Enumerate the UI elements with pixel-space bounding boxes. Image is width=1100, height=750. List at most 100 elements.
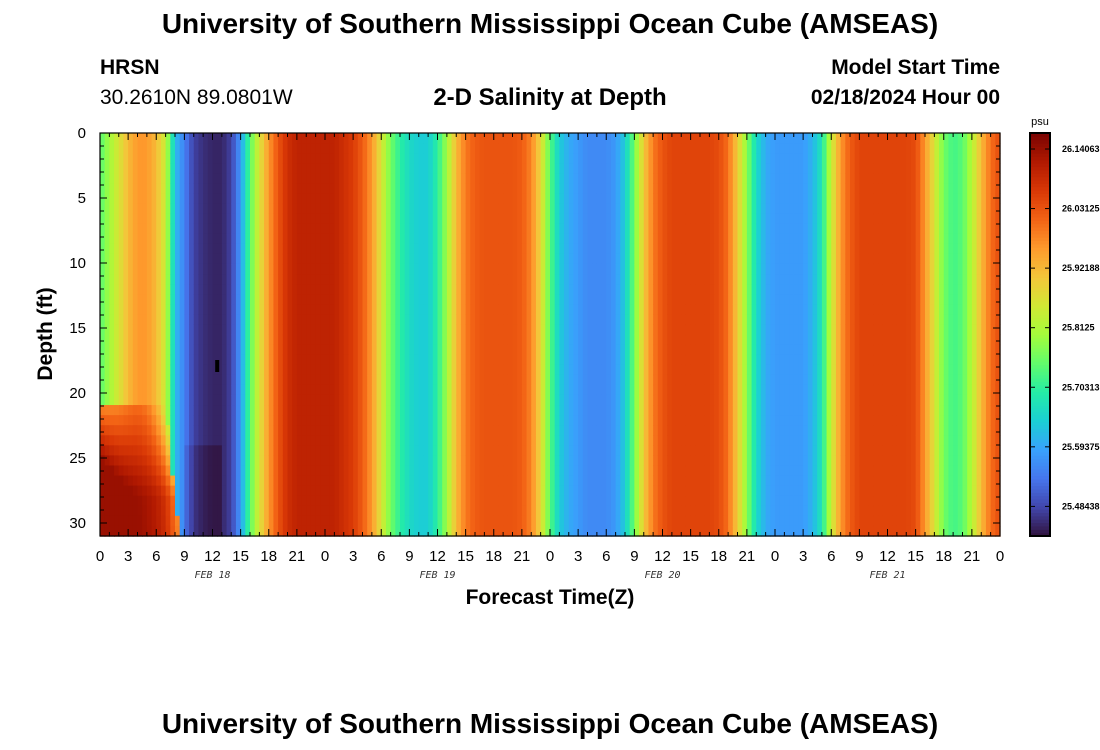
heatmap-cell	[184, 515, 190, 527]
heatmap-cell	[568, 405, 575, 416]
heatmap-cell	[343, 334, 350, 346]
heatmap-cell	[142, 143, 148, 154]
heatmap-cell	[221, 274, 228, 285]
heatmap-cell	[189, 153, 195, 164]
heatmap-cell	[306, 253, 312, 265]
heatmap-cell	[353, 425, 359, 436]
heatmap-cell	[587, 425, 593, 436]
heatmap-cell	[226, 415, 232, 426]
heatmap-cell	[428, 354, 434, 366]
heatmap-cell	[371, 203, 378, 215]
heatmap-cell	[353, 394, 359, 406]
heatmap-cell	[264, 223, 270, 235]
heatmap-cell	[156, 304, 162, 315]
heatmap-cell	[315, 274, 321, 285]
heatmap-cell	[193, 314, 200, 326]
heatmap-cell	[559, 314, 565, 326]
heatmap-cell	[606, 253, 612, 265]
heatmap-cell	[423, 223, 429, 235]
heatmap-cell	[114, 294, 120, 305]
heatmap-cell	[385, 384, 392, 396]
heatmap-cell	[329, 384, 335, 396]
heatmap-cell	[432, 223, 439, 235]
heatmap-cell	[367, 354, 373, 366]
heatmap-cell	[578, 233, 584, 245]
heatmap-cell	[526, 243, 532, 255]
heatmap-cell	[582, 193, 589, 205]
heatmap-cell	[348, 274, 354, 285]
heatmap-cell	[531, 153, 537, 164]
heatmap-cell	[132, 455, 139, 467]
heatmap-cell	[217, 364, 223, 376]
heatmap-cell	[357, 314, 364, 326]
heatmap-cell	[104, 183, 110, 195]
heatmap-cell	[596, 445, 603, 456]
heatmap-cell	[625, 435, 631, 446]
heatmap-cell	[615, 505, 621, 517]
heatmap-cell	[381, 263, 387, 275]
heatmap-cell	[395, 183, 401, 195]
heatmap-cell	[100, 475, 106, 487]
heatmap-cell	[245, 203, 251, 215]
heatmap-cell	[175, 505, 181, 517]
heatmap-cell	[325, 425, 331, 436]
heatmap-cell	[601, 505, 607, 517]
heatmap-cell	[292, 465, 298, 477]
heatmap-cell	[451, 344, 457, 356]
heatmap-cell	[550, 213, 556, 225]
heatmap-cell	[489, 243, 495, 255]
heatmap-cell	[662, 324, 668, 336]
heatmap-cell	[156, 193, 162, 205]
heatmap-cell	[484, 233, 490, 245]
heatmap-cell	[268, 334, 275, 346]
heatmap-cell	[493, 153, 500, 164]
heatmap-cell	[610, 274, 617, 285]
heatmap-cell	[310, 213, 317, 225]
heatmap-cell	[475, 334, 481, 346]
heatmap-cell	[273, 384, 279, 396]
heatmap-cell	[587, 354, 593, 366]
heatmap-cell	[221, 324, 228, 336]
heatmap-cell	[507, 374, 514, 386]
heatmap-cell	[109, 425, 115, 436]
heatmap-cell	[517, 525, 523, 537]
heatmap-cell	[540, 425, 546, 436]
heatmap-cell	[123, 223, 129, 235]
heatmap-cell	[535, 425, 542, 436]
heatmap-cell	[545, 223, 551, 235]
heatmap-cell	[367, 233, 373, 245]
heatmap-cell	[667, 263, 673, 275]
heatmap-cell	[531, 455, 537, 467]
heatmap-cell	[479, 525, 485, 537]
heatmap-cell	[493, 515, 500, 527]
heatmap-cell	[292, 525, 298, 537]
heatmap-cell	[535, 485, 542, 497]
heatmap-cell	[489, 394, 495, 406]
heatmap-cell	[203, 294, 209, 305]
heatmap-cell	[634, 153, 640, 164]
heatmap-cell	[301, 394, 307, 406]
heatmap-cell	[306, 435, 312, 446]
heatmap-cell	[484, 193, 490, 205]
heatmap-cell	[315, 304, 321, 315]
heatmap-cell	[601, 243, 607, 255]
heatmap-cell	[498, 324, 504, 336]
heatmap-cell	[259, 163, 265, 174]
heatmap-cell	[170, 193, 176, 205]
heatmap-cell	[564, 183, 570, 195]
heatmap-cell	[357, 344, 364, 356]
heatmap-cell	[540, 263, 546, 275]
heatmap-cell	[165, 203, 171, 215]
heatmap-cell	[123, 324, 129, 336]
heatmap-cell	[596, 193, 603, 205]
heatmap-cell	[357, 445, 364, 456]
heatmap-cell	[170, 364, 176, 376]
heatmap-cell	[146, 344, 153, 356]
heatmap-cell	[625, 405, 631, 416]
heatmap-cell	[535, 495, 542, 507]
heatmap-cell	[268, 193, 275, 205]
heatmap-cell	[531, 495, 537, 507]
heatmap-cell	[409, 354, 415, 366]
heatmap-cell	[465, 505, 471, 517]
heatmap-cell	[259, 243, 265, 255]
